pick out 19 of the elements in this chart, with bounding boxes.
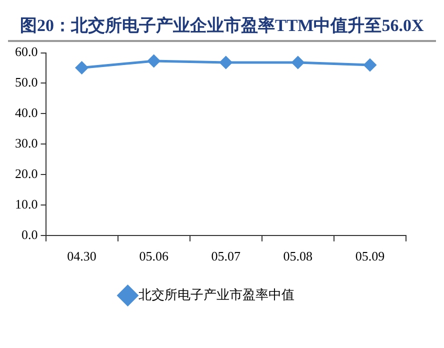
point	[148, 54, 160, 68]
y-tick-label: 10.0	[15, 196, 38, 212]
x-tick-label: 05.08	[283, 248, 313, 264]
y-tick-label: 30.0	[15, 136, 38, 151]
chart-title: 图20：北交所电子产业企业市盈率TTM中值升至56.0X	[8, 8, 436, 42]
x-tick-label: 04.30	[67, 248, 96, 264]
y-tick-label: 20.0	[15, 166, 38, 181]
y-tick-label: 0.0	[22, 226, 38, 242]
point	[76, 61, 88, 74]
x-tick-label: 05.06	[139, 248, 169, 264]
point	[220, 56, 232, 69]
x-tick-label: 05.09	[355, 248, 385, 264]
y-tick-label: 40.0	[15, 105, 38, 120]
y-tick-label: 50.0	[15, 74, 38, 90]
point	[292, 56, 304, 69]
legend-label: 北交所电子产业市盈率中值	[138, 286, 294, 302]
y-tick-label: 60.0	[15, 44, 38, 60]
point	[364, 58, 376, 72]
x-tick-label: 05.07	[211, 248, 241, 264]
